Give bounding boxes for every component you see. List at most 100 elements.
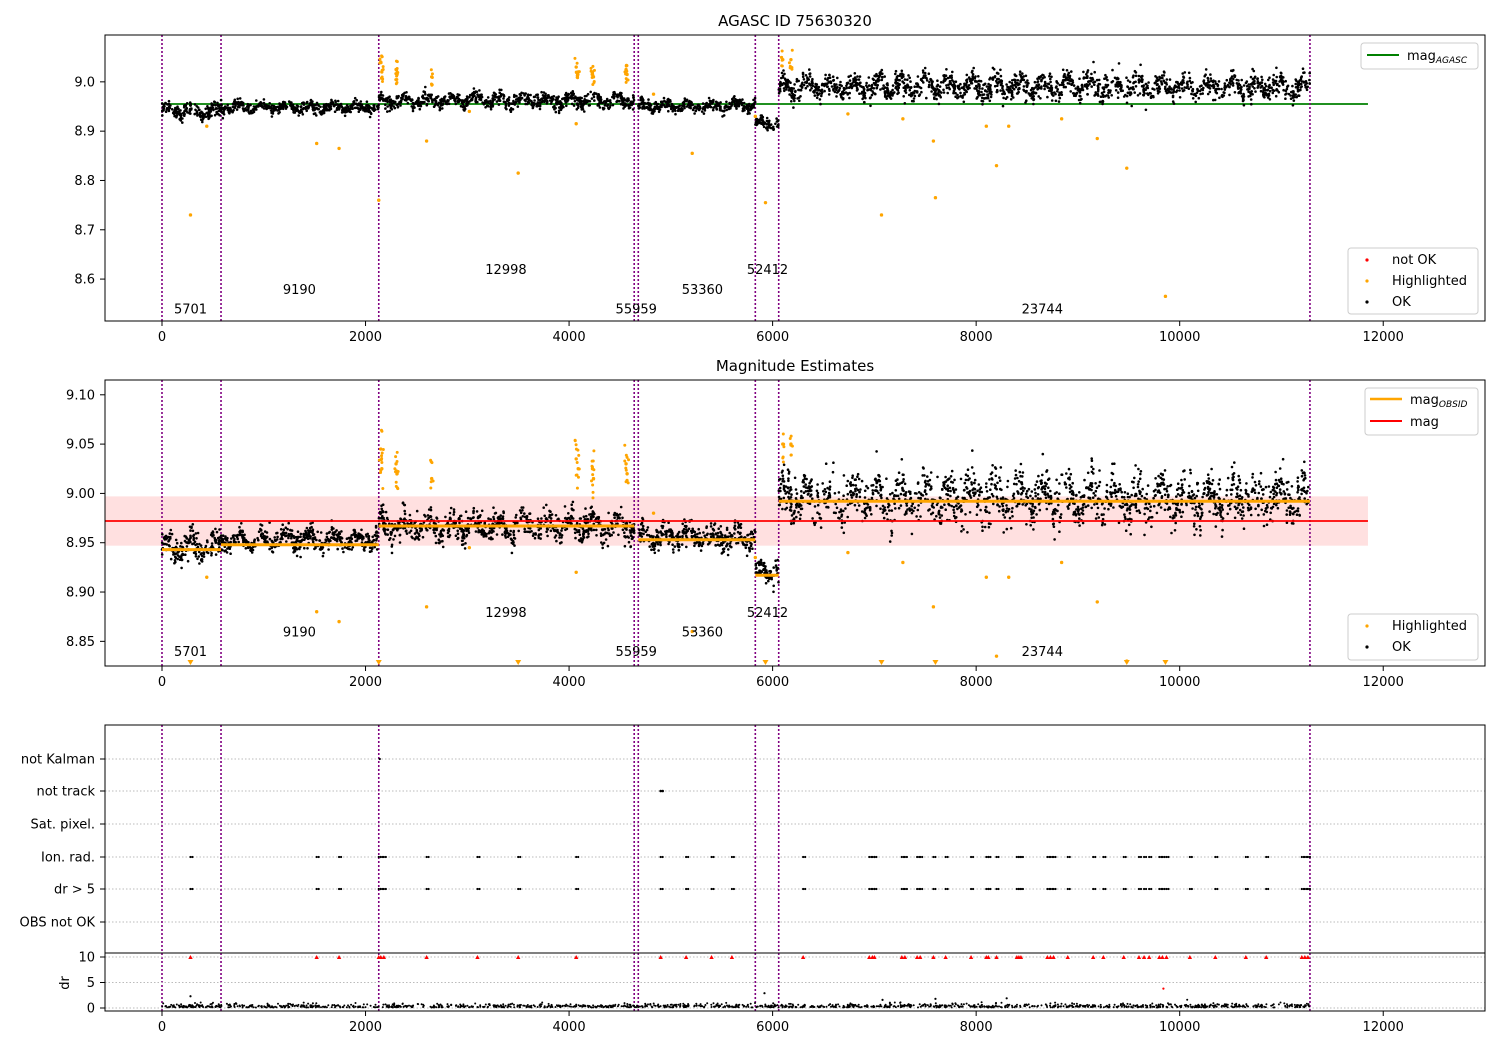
ok-point xyxy=(765,123,768,126)
ok-point xyxy=(335,108,339,112)
ok-point xyxy=(1291,104,1295,107)
ok-point xyxy=(311,536,315,540)
ok-point xyxy=(191,523,195,526)
ok-point xyxy=(271,550,275,554)
ok-point xyxy=(350,537,354,540)
ok-point xyxy=(832,89,835,92)
ok-point xyxy=(1242,84,1246,87)
ok-point xyxy=(1308,82,1311,85)
ok-point xyxy=(262,98,266,101)
ok-point xyxy=(474,521,477,525)
ok-point xyxy=(218,546,221,549)
ok-point xyxy=(1000,82,1003,85)
ok-point xyxy=(441,102,445,106)
ok-point xyxy=(952,82,956,86)
ok-point xyxy=(1302,71,1305,75)
ok-point xyxy=(221,116,225,120)
ok-point xyxy=(1257,84,1260,88)
ok-point xyxy=(817,85,821,89)
ok-point xyxy=(1077,98,1081,102)
ok-point xyxy=(1228,85,1231,89)
highlighted-point xyxy=(395,68,399,72)
ok-point xyxy=(641,107,644,110)
ok-point xyxy=(727,107,731,111)
ok-point xyxy=(240,522,243,525)
ok-point xyxy=(412,105,415,108)
ok-point xyxy=(589,506,593,510)
ok-point xyxy=(260,536,264,540)
ok-point xyxy=(545,503,548,507)
ok-point xyxy=(667,109,670,113)
ok-point xyxy=(168,532,172,535)
ok-point xyxy=(885,97,888,100)
ok-point xyxy=(561,97,565,100)
ok-point xyxy=(466,516,470,520)
ok-point xyxy=(916,82,919,85)
ok-point xyxy=(1292,99,1296,102)
ok-point xyxy=(480,95,484,99)
ok-point xyxy=(1193,93,1196,96)
ok-point xyxy=(1191,87,1195,91)
ok-point xyxy=(296,105,300,108)
ok-point xyxy=(749,107,753,111)
ok-point xyxy=(625,99,629,102)
ok-point xyxy=(167,109,171,113)
ok-point xyxy=(612,513,616,517)
ok-point xyxy=(1272,73,1275,77)
ok-point xyxy=(1144,82,1148,86)
ok-point xyxy=(820,88,824,92)
ok-point xyxy=(1231,84,1235,87)
ok-point xyxy=(1001,84,1004,88)
ok-point xyxy=(297,114,301,117)
ok-point xyxy=(1180,83,1184,86)
ok-point xyxy=(729,105,732,109)
ok-point xyxy=(1125,101,1129,105)
ok-point xyxy=(786,81,790,84)
ok-point xyxy=(300,108,303,111)
ok-point xyxy=(980,90,983,94)
ok-point xyxy=(218,528,221,531)
ok-point xyxy=(1237,87,1241,90)
ok-point xyxy=(543,97,547,101)
ok-point xyxy=(343,546,347,549)
ok-point xyxy=(1134,80,1137,84)
ok-point xyxy=(438,106,442,109)
ok-point xyxy=(959,91,962,95)
ok-point xyxy=(1266,88,1269,92)
ok-point xyxy=(783,89,786,93)
ok-point xyxy=(435,528,439,532)
ok-point xyxy=(1238,83,1242,87)
ok-point xyxy=(606,103,610,106)
ok-point xyxy=(620,97,624,101)
ok-point xyxy=(475,510,479,513)
ok-point xyxy=(592,528,596,532)
ok-point xyxy=(424,93,427,96)
ok-point xyxy=(623,535,626,538)
ok-point xyxy=(464,510,468,513)
ok-point xyxy=(360,103,364,106)
ok-point xyxy=(959,95,963,98)
ok-point xyxy=(769,123,773,126)
ok-point xyxy=(629,545,632,549)
ok-point xyxy=(1111,68,1114,72)
ok-point xyxy=(1275,88,1278,91)
ok-point xyxy=(278,106,281,109)
ok-point xyxy=(498,88,501,92)
ok-point xyxy=(176,105,179,108)
ok-point xyxy=(1154,81,1157,84)
ok-point xyxy=(232,108,235,112)
ok-point xyxy=(1160,83,1164,86)
ok-point xyxy=(399,104,402,107)
ok-point xyxy=(547,94,550,98)
ok-point xyxy=(702,112,706,115)
ok-point xyxy=(1022,88,1025,92)
ok-point xyxy=(902,81,906,85)
ok-point xyxy=(204,115,208,119)
ok-point xyxy=(589,515,593,519)
ok-point xyxy=(497,95,500,99)
ok-point xyxy=(319,531,323,534)
ok-point xyxy=(582,515,586,518)
ok-point xyxy=(1104,73,1107,77)
ok-point xyxy=(1033,80,1037,84)
highlighted-point xyxy=(931,139,936,143)
